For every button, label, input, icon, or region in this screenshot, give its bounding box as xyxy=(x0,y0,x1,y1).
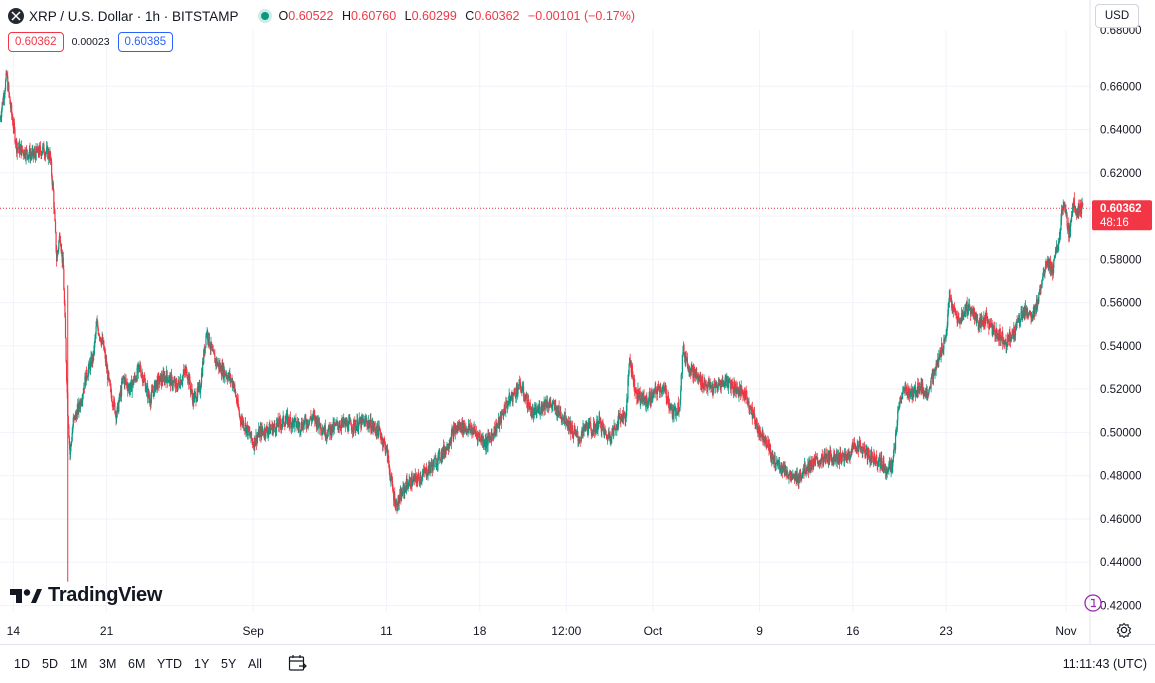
y-tick-label: 0.48000 xyxy=(1100,471,1142,483)
candle xyxy=(600,418,601,429)
x-tick-label: Nov xyxy=(1055,624,1076,638)
ask-price-button[interactable]: 0.60385 xyxy=(118,32,174,52)
logo-text: TradingView xyxy=(48,584,162,607)
candle xyxy=(73,413,74,428)
x-tick-label: Sep xyxy=(242,624,264,638)
y-tick-label: 0.58000 xyxy=(1100,254,1142,266)
ohlc-low-value: 0.60299 xyxy=(412,9,457,23)
x-tick-label: 23 xyxy=(939,624,953,638)
ohlc-values: O0.60522 H0.60760 L0.60299 C0.60362 −0.0… xyxy=(279,9,640,23)
ohlc-close-value: 0.60362 xyxy=(474,9,519,23)
tradingview-logo-icon xyxy=(10,588,42,604)
ohlc-open-value: 0.60522 xyxy=(288,9,333,23)
currency-button[interactable]: USD xyxy=(1095,4,1139,28)
range-button-ytd[interactable]: YTD xyxy=(157,657,182,671)
tradingview-logo[interactable]: TradingView xyxy=(10,584,162,607)
x-tick-label: 18 xyxy=(473,624,487,638)
range-button-1m[interactable]: 1M xyxy=(70,657,87,671)
bid-price-button[interactable]: 0.60362 xyxy=(8,32,64,52)
x-tick-label: 14 xyxy=(7,624,21,638)
ohlc-high-value: 0.60760 xyxy=(351,9,396,23)
last-price-value: 0.60362 xyxy=(1100,203,1142,215)
candle xyxy=(974,308,975,325)
range-button-all[interactable]: All xyxy=(248,657,262,671)
candle xyxy=(681,373,682,391)
y-tick-label: 0.44000 xyxy=(1100,557,1142,569)
ohlc-close-key: C xyxy=(465,9,474,23)
candlestick-series xyxy=(0,70,1083,582)
y-tick-label: 0.54000 xyxy=(1100,341,1142,353)
bid-ask-row: 0.60362 0.00023 0.60385 xyxy=(8,32,173,52)
live-status-dot-icon xyxy=(261,12,269,20)
range-button-5d[interactable]: 5D xyxy=(42,657,58,671)
y-tick-label: 0.42000 xyxy=(1100,601,1142,613)
y-tick-label: 0.56000 xyxy=(1100,298,1142,310)
candle xyxy=(682,355,683,379)
price-axis-background xyxy=(1090,0,1155,644)
candle xyxy=(773,456,774,468)
x-tick-label: 16 xyxy=(846,624,860,638)
candle xyxy=(570,421,571,441)
last-price-countdown: 48:16 xyxy=(1100,217,1129,229)
candle xyxy=(439,449,440,464)
y-tick-label: 0.46000 xyxy=(1100,514,1142,526)
y-tick-label: 0.50000 xyxy=(1100,427,1142,439)
y-tick-label: 0.62000 xyxy=(1100,168,1142,180)
adjust-data-icon[interactable] xyxy=(1083,593,1103,618)
xrp-logo-icon xyxy=(8,8,24,24)
y-tick-label: 0.64000 xyxy=(1100,125,1142,137)
ohlc-high-key: H xyxy=(342,9,351,23)
candle xyxy=(879,452,880,473)
x-tick-label: 12:00 xyxy=(551,624,581,638)
x-tick-label: 9 xyxy=(756,624,763,638)
symbol-title[interactable]: XRP / U.S. Dollar · 1h · BITSTAMP xyxy=(29,9,239,24)
candle xyxy=(65,337,66,363)
symbol-legend[interactable]: XRP / U.S. Dollar · 1h · BITSTAMP O0.605… xyxy=(8,6,640,26)
range-button-5y[interactable]: 5Y xyxy=(221,657,236,671)
gear-icon[interactable] xyxy=(1116,622,1132,643)
candle xyxy=(434,455,435,470)
range-button-6m[interactable]: 6M xyxy=(128,657,145,671)
y-tick-label: 0.66000 xyxy=(1100,81,1142,93)
candle xyxy=(519,379,520,390)
x-tick-label: Oct xyxy=(644,624,663,638)
range-button-1d[interactable]: 1D xyxy=(14,657,30,671)
price-axis[interactable]: 0.42000 0.44000 0.46000 0.48000 0.50000 0.520… xyxy=(1090,0,1155,644)
utc-clock[interactable]: 11:11:43 (UTC) xyxy=(1063,657,1147,671)
time-axis[interactable]: 14 21 Sep 11 18 12:00 Oct 9 16 23 Nov xyxy=(0,618,1077,638)
grid-lines xyxy=(0,30,1090,612)
x-tick-label: 21 xyxy=(100,624,114,638)
bottom-toolbar: 1D 5D 1M 3M 6M YTD 1Y 5Y All 11:11:43 (U… xyxy=(0,644,1155,683)
candle xyxy=(930,377,931,392)
range-button-3m[interactable]: 3M xyxy=(99,657,116,671)
calendar-goto-icon[interactable] xyxy=(288,654,308,677)
ohlc-open-key: O xyxy=(279,9,289,23)
ohlc-change: −0.00101 (−0.17%) xyxy=(528,9,635,23)
x-tick-label: 11 xyxy=(380,624,393,638)
y-tick-label: 0.52000 xyxy=(1100,384,1142,396)
ohlc-low-key: L xyxy=(405,9,412,23)
spread-value: 0.00023 xyxy=(72,36,110,48)
range-button-1y[interactable]: 1Y xyxy=(194,657,209,671)
